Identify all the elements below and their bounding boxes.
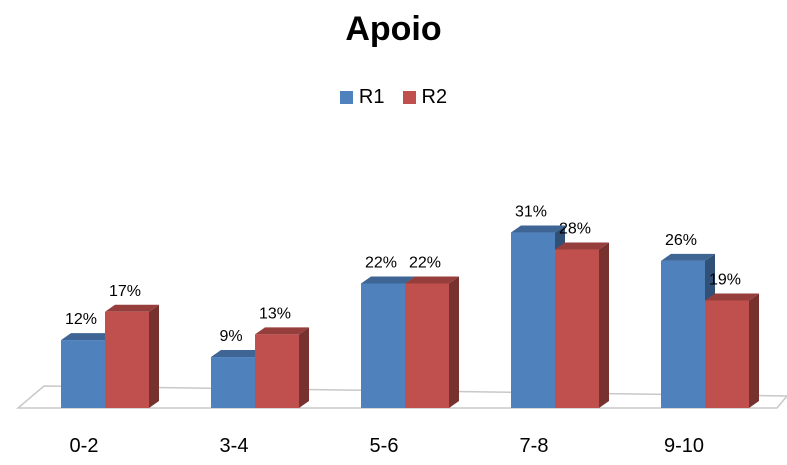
x-tick-label-3-4: 3-4 [220,435,249,457]
legend-swatch-r1 [339,91,353,104]
data-label-r1-0-2: 12% [65,311,97,328]
legend-entry-r1: R1 [339,86,385,109]
x-tick-label-5-6: 5-6 [370,435,399,457]
data-label-r2-7-8: 28% [559,221,591,238]
x-tick-label-0-2: 0-2 [70,435,99,457]
data-label-r1-3-4: 9% [219,328,242,345]
bar-r2-7-8 [555,242,609,408]
bar-r2-3-4 [255,327,309,408]
legend-label-r1: R1 [358,86,385,108]
legend-label-r2: R2 [421,86,448,108]
bar-r2-9-10 [705,293,759,408]
legend-swatch-r2 [402,91,416,104]
x-tick-label-9-10: 9-10 [664,435,704,457]
data-label-r2-5-6: 22% [409,254,441,271]
data-label-r1-7-8: 31% [515,204,547,221]
x-tick-label-7-8: 7-8 [520,435,549,457]
chart-title: Apoio [345,10,442,48]
data-label-r2-9-10: 19% [709,271,741,288]
legend: R1 R2 [0,86,787,109]
legend-entry-r2: R2 [402,86,448,109]
bar-r2-5-6 [405,276,459,408]
bar-r2-0-2 [105,304,159,408]
data-label-r1-9-10: 26% [665,232,697,249]
data-label-r2-0-2: 17% [109,283,141,300]
data-label-r1-5-6: 22% [365,254,397,271]
data-label-r2-3-4: 13% [259,305,291,322]
